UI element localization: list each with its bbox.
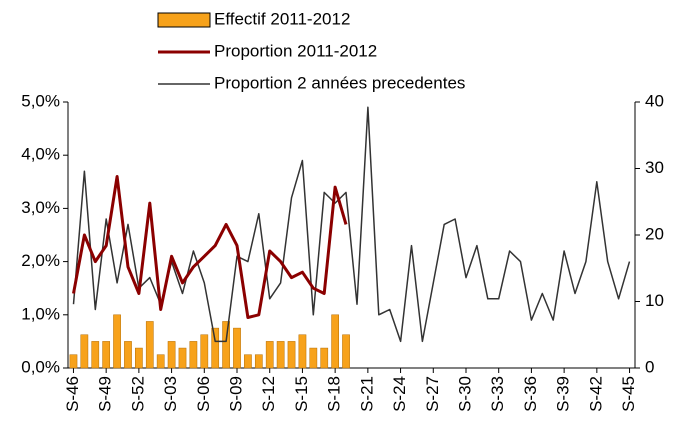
x-tick-label: S-39 xyxy=(554,376,573,412)
bar xyxy=(145,321,154,369)
bar xyxy=(135,347,143,369)
bar xyxy=(320,347,329,369)
x-tick-label: S-30 xyxy=(455,376,474,412)
x-tick-label: S-24 xyxy=(390,376,409,412)
line xyxy=(72,106,631,343)
y2-tick-label: 20 xyxy=(645,224,664,243)
x-tick-label: S-06 xyxy=(194,376,213,412)
y2-tick-label: 40 xyxy=(645,91,664,110)
x-tick-label: S-21 xyxy=(357,376,376,412)
x-tick-label: S-49 xyxy=(96,376,115,412)
legend-swatch xyxy=(157,12,211,28)
y2-tick-label: 10 xyxy=(645,291,664,310)
y2-tick-label: 30 xyxy=(645,158,664,177)
bar xyxy=(124,341,132,369)
y-tick-label: 0,0% xyxy=(21,357,60,376)
y2-tick-label: 0 xyxy=(645,357,654,376)
x-tick-label: S-36 xyxy=(521,376,540,412)
x-tick-label: S-42 xyxy=(586,376,605,412)
bar xyxy=(233,327,241,369)
bar xyxy=(287,341,296,369)
bar xyxy=(178,347,187,369)
bar xyxy=(91,341,100,369)
y-tick-label: 4,0% xyxy=(21,145,60,164)
legend-label: Proportion 2 années precedentes xyxy=(214,73,465,92)
bar xyxy=(298,334,307,369)
bar xyxy=(276,341,285,369)
bar xyxy=(102,341,111,369)
y-tick-label: 2,0% xyxy=(21,251,60,270)
line xyxy=(72,175,348,319)
bar xyxy=(309,347,318,369)
bar xyxy=(254,354,263,369)
y-tick-label: 1,0% xyxy=(21,304,60,323)
bar xyxy=(331,314,339,369)
x-tick-label: S-03 xyxy=(161,376,180,412)
x-tick-label: S-52 xyxy=(128,376,147,412)
bar xyxy=(265,341,274,369)
bar xyxy=(342,334,350,369)
x-tick-label: S-33 xyxy=(488,376,507,412)
y-tick-label: 5,0% xyxy=(21,91,60,110)
x-tick-label: S-15 xyxy=(292,376,311,412)
legend-label: Proportion 2011-2012 xyxy=(214,41,377,60)
x-tick-label: S-18 xyxy=(325,376,344,412)
legend-label: Effectif 2011-2012 xyxy=(214,9,350,28)
bar xyxy=(156,354,165,369)
bar xyxy=(69,354,78,369)
bar xyxy=(200,334,209,369)
bar xyxy=(80,334,89,369)
bar xyxy=(222,321,230,369)
bar xyxy=(167,341,176,369)
bar xyxy=(244,354,252,369)
bar xyxy=(113,314,121,369)
bar xyxy=(189,341,198,369)
x-tick-label: S-46 xyxy=(63,376,82,412)
x-tick-label: S-12 xyxy=(259,376,278,412)
x-tick-label: S-27 xyxy=(423,376,442,412)
y-tick-label: 3,0% xyxy=(21,198,60,217)
x-tick-label: S-09 xyxy=(226,376,245,412)
x-tick-label: S-45 xyxy=(619,376,638,412)
bar xyxy=(211,327,220,369)
